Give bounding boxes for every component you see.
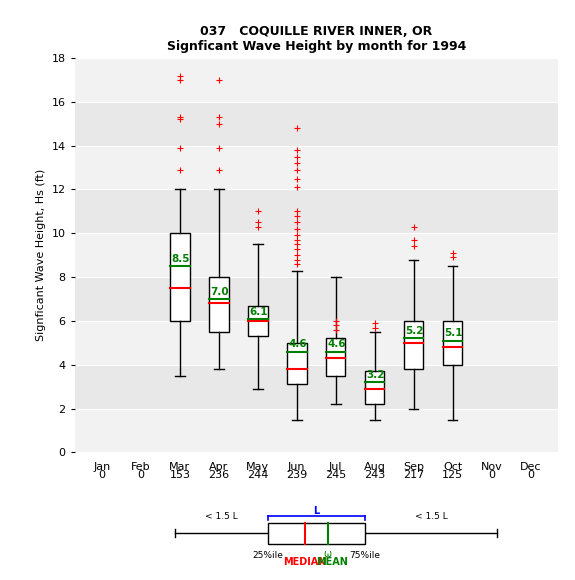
- Text: 5.2: 5.2: [405, 327, 424, 336]
- Bar: [75, 408, 558, 452]
- Bar: [75, 233, 558, 277]
- Text: 75%ile: 75%ile: [349, 551, 380, 560]
- Text: 0: 0: [137, 470, 144, 480]
- Text: 0: 0: [98, 470, 106, 480]
- Bar: [75, 365, 558, 408]
- Text: 0: 0: [488, 470, 495, 480]
- Bar: [248, 306, 267, 336]
- Text: 125: 125: [442, 470, 463, 480]
- Bar: [75, 146, 558, 190]
- Bar: [75, 190, 558, 233]
- Text: < 1.5 L: < 1.5 L: [205, 513, 238, 521]
- Text: 0: 0: [527, 470, 534, 480]
- Bar: [365, 371, 385, 404]
- Bar: [268, 523, 365, 543]
- Bar: [75, 321, 558, 365]
- Text: 3.2: 3.2: [366, 370, 385, 380]
- Bar: [209, 277, 229, 332]
- Bar: [75, 58, 558, 102]
- Text: 6.1: 6.1: [250, 307, 268, 317]
- Bar: [326, 339, 346, 376]
- Text: ω: ω: [324, 549, 332, 559]
- Text: L: L: [313, 506, 319, 516]
- Text: 4.6: 4.6: [289, 339, 307, 349]
- Text: 8.5: 8.5: [172, 254, 190, 264]
- Bar: [75, 102, 558, 146]
- Text: 236: 236: [208, 470, 229, 480]
- Text: 239: 239: [286, 470, 308, 480]
- Text: 243: 243: [364, 470, 385, 480]
- Bar: [75, 277, 558, 321]
- Text: 217: 217: [403, 470, 424, 480]
- Text: MEDIAN: MEDIAN: [283, 557, 327, 567]
- Title: 037   COQUILLE RIVER INNER, OR
Signficant Wave Height by month for 1994: 037 COQUILLE RIVER INNER, OR Signficant …: [167, 25, 466, 53]
- Y-axis label: Signficant Wave Height, Hs (ft): Signficant Wave Height, Hs (ft): [36, 169, 46, 341]
- Text: 245: 245: [325, 470, 346, 480]
- Text: 7.0: 7.0: [210, 287, 229, 297]
- Text: 5.1: 5.1: [444, 328, 463, 339]
- Bar: [443, 321, 462, 365]
- Text: 25%ile: 25%ile: [252, 551, 283, 560]
- Text: 153: 153: [170, 470, 190, 480]
- Bar: [170, 233, 190, 321]
- Text: 244: 244: [247, 470, 269, 480]
- Bar: [287, 343, 306, 385]
- Text: 4.6: 4.6: [328, 339, 346, 349]
- Text: < 1.5 L: < 1.5 L: [415, 513, 447, 521]
- Text: MEAN: MEAN: [316, 557, 348, 567]
- Bar: [404, 321, 423, 369]
